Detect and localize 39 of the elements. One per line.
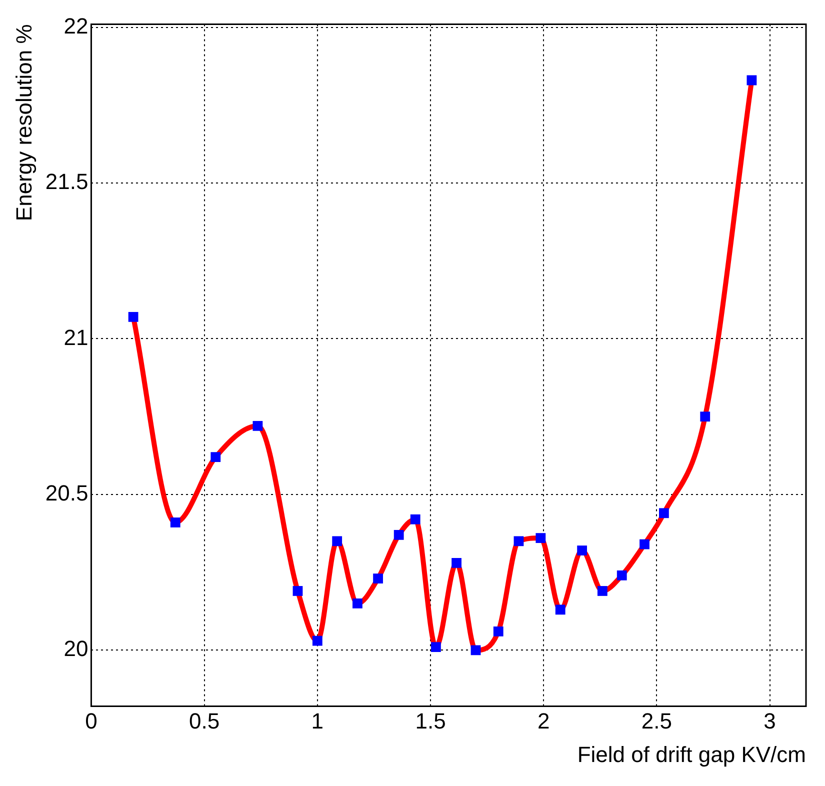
point [555, 604, 566, 615]
y-axis-title: Energy resolution % [11, 24, 36, 222]
point [514, 536, 524, 546]
point [659, 508, 669, 518]
point [616, 570, 627, 580]
point [597, 586, 608, 596]
y-tick-label: 20 [64, 636, 88, 662]
x-tick-label: 1.5 [415, 708, 446, 734]
x-tick-label: 0.5 [189, 708, 220, 734]
x-tick-label: 0 [85, 708, 98, 734]
point [128, 312, 138, 322]
y-tick-label: 21.5 [45, 169, 88, 194]
point [410, 514, 420, 524]
point [210, 452, 221, 462]
point [640, 539, 650, 550]
point [746, 75, 757, 86]
x-tick-label: 2 [537, 708, 550, 734]
point [292, 586, 303, 596]
point [332, 536, 342, 546]
point [373, 574, 383, 584]
y-tick-label: 21 [64, 324, 88, 350]
x-axis-title: Field of drift gap KV/cm [577, 742, 806, 767]
point [430, 642, 441, 652]
y-tick-label: 20.5 [45, 480, 88, 506]
point [470, 645, 481, 656]
point [577, 546, 588, 556]
point [312, 636, 322, 646]
point [536, 533, 546, 543]
y-tick-label: 22 [64, 13, 88, 38]
point [700, 412, 710, 422]
point [352, 598, 362, 608]
x-tick-label: 3 [764, 708, 776, 734]
point [394, 530, 404, 540]
point [452, 558, 462, 568]
x-tick-label: 2.5 [641, 708, 672, 734]
point [252, 420, 263, 431]
point [493, 626, 504, 636]
x-tick-label: 1 [311, 708, 324, 734]
point [170, 518, 180, 528]
